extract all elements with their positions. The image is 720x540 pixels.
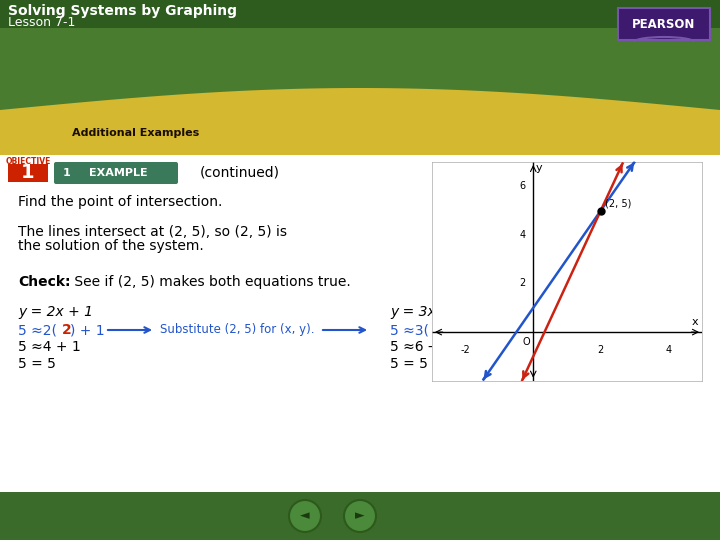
FancyBboxPatch shape	[618, 8, 710, 40]
Text: ►: ►	[355, 510, 365, 523]
Text: 2: 2	[598, 346, 604, 355]
Text: the solution of the system.: the solution of the system.	[18, 239, 204, 253]
Circle shape	[289, 500, 321, 532]
Text: Additional Examples: Additional Examples	[72, 128, 199, 138]
FancyBboxPatch shape	[0, 492, 720, 540]
Text: 2: 2	[62, 323, 72, 337]
FancyBboxPatch shape	[0, 0, 720, 28]
FancyBboxPatch shape	[0, 0, 720, 155]
FancyBboxPatch shape	[8, 164, 48, 182]
Text: 4: 4	[520, 230, 526, 240]
Text: (continued): (continued)	[200, 166, 280, 180]
Text: The lines intersect at (2, 5), so (2, 5) is: The lines intersect at (2, 5), so (2, 5)…	[18, 225, 287, 239]
Text: x: x	[692, 318, 698, 327]
Text: Solving Systems by Graphing: Solving Systems by Graphing	[8, 4, 237, 18]
Text: See if (2, 5) makes both equations true.: See if (2, 5) makes both equations true.	[70, 275, 351, 289]
Text: ◄: ◄	[300, 510, 310, 523]
Text: 5 = 5: 5 = 5	[390, 357, 428, 371]
Text: EXAMPLE: EXAMPLE	[89, 168, 148, 178]
Text: O: O	[523, 337, 531, 347]
Polygon shape	[0, 88, 720, 155]
FancyBboxPatch shape	[54, 162, 178, 184]
Text: y = 2x + 1: y = 2x + 1	[18, 305, 93, 319]
Text: ) – 1: ) – 1	[442, 323, 472, 337]
Text: 5 = 5: 5 = 5	[18, 357, 56, 371]
Text: -2: -2	[461, 346, 471, 355]
Text: 1: 1	[21, 164, 35, 183]
Text: y: y	[536, 163, 543, 173]
Text: 1: 1	[63, 168, 71, 178]
Text: Find the point of intersection.: Find the point of intersection.	[18, 195, 222, 209]
Text: Check:: Check:	[18, 275, 71, 289]
Text: PEARSON: PEARSON	[632, 17, 696, 30]
Text: 4: 4	[665, 346, 671, 355]
Text: Substitute (2, 5) for (x, y).: Substitute (2, 5) for (x, y).	[160, 322, 315, 335]
Text: 5 ≈6 – 1: 5 ≈6 – 1	[390, 340, 448, 354]
Text: OBJECTIVE: OBJECTIVE	[5, 158, 50, 166]
Text: (2, 5): (2, 5)	[605, 199, 631, 208]
Text: Algebra 1: Algebra 1	[610, 124, 701, 142]
Text: 2: 2	[520, 279, 526, 288]
Text: 5 ≈4 + 1: 5 ≈4 + 1	[18, 340, 81, 354]
Text: 2: 2	[434, 323, 444, 337]
Text: 5 ≈3(: 5 ≈3(	[390, 323, 429, 337]
Text: Lesson 7-1: Lesson 7-1	[8, 17, 76, 30]
Text: y = 3x – 1: y = 3x – 1	[390, 305, 460, 319]
Text: 5 ≈2(: 5 ≈2(	[18, 323, 57, 337]
Circle shape	[344, 500, 376, 532]
Text: ) + 1: ) + 1	[70, 323, 104, 337]
Text: 6: 6	[520, 181, 526, 191]
